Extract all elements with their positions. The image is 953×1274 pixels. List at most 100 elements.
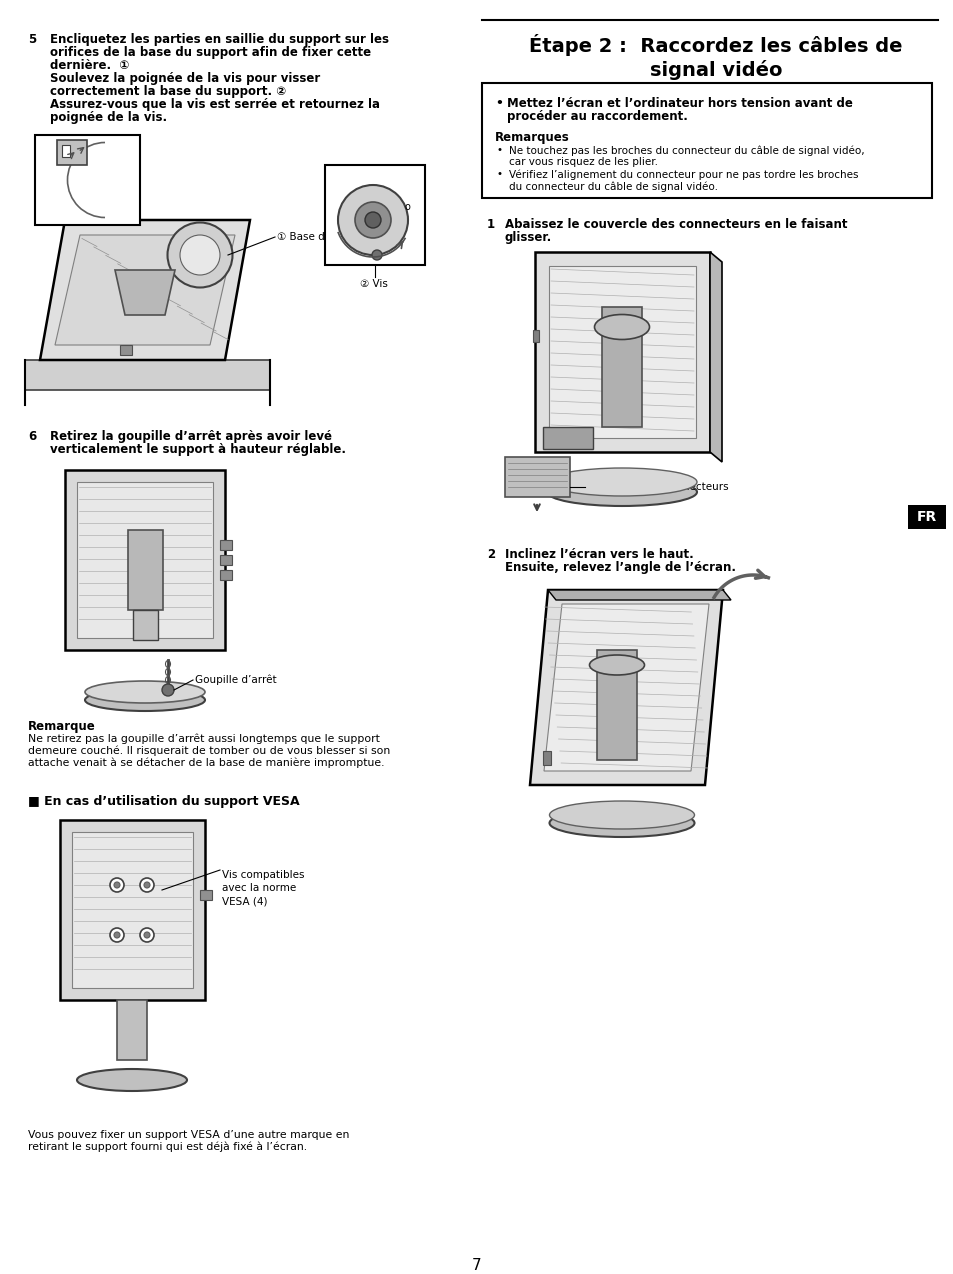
Polygon shape	[535, 252, 709, 452]
Text: Vis compatibles
avec la norme
VESA (4): Vis compatibles avec la norme VESA (4)	[222, 870, 304, 906]
Bar	[533, 330, 538, 341]
Text: •: •	[497, 145, 502, 155]
Bar	[117, 1000, 147, 1060]
Text: 1: 1	[486, 218, 495, 231]
Circle shape	[140, 927, 153, 941]
Polygon shape	[115, 270, 174, 315]
Bar	[120, 345, 132, 355]
Circle shape	[113, 882, 120, 888]
Bar	[325, 166, 424, 265]
Text: •: •	[497, 169, 502, 180]
Text: glisser.: glisser.	[504, 231, 552, 245]
Text: Remarques: Remarques	[495, 131, 569, 144]
Text: Vérifiez l’alignement du connecteur pour ne pas tordre les broches: Vérifiez l’alignement du connecteur pour…	[509, 169, 858, 180]
Text: Étape 2 :  Raccordez les câbles de: Étape 2 : Raccordez les câbles de	[529, 34, 902, 56]
Text: Abaissez le couvercle des connecteurs en le faisant: Abaissez le couvercle des connecteurs en…	[504, 218, 846, 231]
Text: demeure couché. Il risquerait de tomber ou de vous blesser si son: demeure couché. Il risquerait de tomber …	[28, 747, 390, 757]
Text: Ensuite, relevez l’angle de l’écran.: Ensuite, relevez l’angle de l’écran.	[504, 561, 735, 575]
Text: Soulevez la poignée de la vis pour visser: Soulevez la poignée de la vis pour visse…	[50, 73, 320, 85]
Text: orifices de la base du support afin de fixer cette: orifices de la base du support afin de f…	[50, 46, 371, 59]
Text: 6: 6	[28, 431, 36, 443]
Bar	[907, 505, 945, 529]
Bar	[132, 610, 158, 640]
Text: Retirez la goupille d’arrêt après avoir levé: Retirez la goupille d’arrêt après avoir …	[50, 431, 332, 443]
Circle shape	[110, 927, 124, 941]
Polygon shape	[40, 220, 250, 361]
Bar	[71, 832, 193, 989]
Text: Encliquetez les parties en saillie du support sur les: Encliquetez les parties en saillie du su…	[50, 33, 389, 46]
Bar	[77, 482, 213, 638]
Bar	[220, 569, 232, 580]
Bar	[57, 140, 87, 166]
Bar	[597, 650, 637, 761]
Text: Assurez-vous que la vis est serrée et retournez la: Assurez-vous que la vis est serrée et re…	[50, 98, 379, 111]
Ellipse shape	[589, 655, 644, 675]
Ellipse shape	[546, 478, 697, 506]
Text: ② Vis: ② Vis	[359, 279, 388, 289]
Polygon shape	[65, 470, 225, 650]
Circle shape	[144, 933, 150, 938]
Polygon shape	[25, 361, 270, 390]
Text: Vous pouvez fixer un support VESA d’une autre marque en: Vous pouvez fixer un support VESA d’une …	[28, 1130, 349, 1140]
Ellipse shape	[549, 801, 694, 829]
Bar	[504, 457, 569, 497]
Circle shape	[372, 250, 381, 260]
Ellipse shape	[180, 234, 220, 275]
Ellipse shape	[85, 682, 205, 703]
Text: attache venait à se détacher de la base de manière impromptue.: attache venait à se détacher de la base …	[28, 758, 384, 768]
Text: signal vidéo: signal vidéo	[649, 60, 781, 80]
Polygon shape	[709, 252, 721, 462]
Circle shape	[162, 684, 173, 696]
Ellipse shape	[85, 689, 205, 711]
Circle shape	[355, 203, 391, 238]
Bar	[200, 891, 212, 899]
Text: car vous risquez de les plier.: car vous risquez de les plier.	[509, 157, 658, 167]
Ellipse shape	[546, 468, 697, 496]
Circle shape	[144, 882, 150, 888]
Text: 7: 7	[472, 1257, 481, 1273]
Bar	[481, 83, 931, 197]
Text: Ne retirez pas la goupille d’arrêt aussi longtemps que le support: Ne retirez pas la goupille d’arrêt aussi…	[28, 734, 379, 744]
Text: poignée de la vis.: poignée de la vis.	[50, 111, 167, 124]
Text: procéder au raccordement.: procéder au raccordement.	[506, 110, 687, 124]
Text: dernière.  ①: dernière. ①	[50, 59, 130, 73]
Text: du connecteur du câble de signal vidéo.: du connecteur du câble de signal vidéo.	[509, 181, 718, 191]
Text: Inclinez l’écran vers le haut.: Inclinez l’écran vers le haut.	[504, 548, 693, 561]
Ellipse shape	[77, 1069, 187, 1091]
Text: 2: 2	[486, 548, 495, 561]
Text: correctement la base du support. ②: correctement la base du support. ②	[50, 85, 286, 98]
Circle shape	[113, 933, 120, 938]
Circle shape	[337, 185, 408, 255]
Text: ① Base du support: ① Base du support	[276, 232, 375, 242]
Polygon shape	[55, 234, 234, 345]
Circle shape	[110, 878, 124, 892]
Text: retirant le support fourni qui est déjà fixé à l’écran.: retirant le support fourni qui est déjà …	[28, 1142, 307, 1153]
Circle shape	[365, 211, 380, 228]
Ellipse shape	[168, 223, 233, 288]
Polygon shape	[530, 590, 722, 785]
Bar	[220, 555, 232, 564]
Text: Remarque: Remarque	[28, 720, 95, 733]
Text: verticalement le support à hauteur réglable.: verticalement le support à hauteur régla…	[50, 443, 346, 456]
Bar	[220, 540, 232, 550]
Polygon shape	[60, 820, 205, 1000]
Bar	[601, 307, 641, 427]
Text: Mettez l’écran et l’ordinateur hors tension avant de: Mettez l’écran et l’ordinateur hors tens…	[506, 97, 852, 110]
Bar	[128, 530, 163, 610]
Text: FR: FR	[916, 510, 936, 524]
Bar	[35, 135, 140, 225]
Text: •: •	[495, 97, 502, 110]
Text: o: o	[404, 203, 410, 211]
Text: 5: 5	[28, 33, 36, 46]
Text: Goupille d’arrêt: Goupille d’arrêt	[194, 675, 276, 685]
Polygon shape	[547, 590, 730, 600]
Bar	[542, 750, 551, 764]
Ellipse shape	[549, 809, 694, 837]
Ellipse shape	[594, 315, 649, 339]
Bar	[542, 427, 593, 448]
Bar	[62, 145, 70, 157]
Bar	[548, 266, 696, 438]
Text: ■ En cas d’utilisation du support VESA: ■ En cas d’utilisation du support VESA	[28, 795, 299, 808]
Text: Couvercle des connecteurs: Couvercle des connecteurs	[586, 482, 728, 492]
Text: Ne touchez pas les broches du connecteur du câble de signal vidéo,: Ne touchez pas les broches du connecteur…	[509, 145, 863, 155]
